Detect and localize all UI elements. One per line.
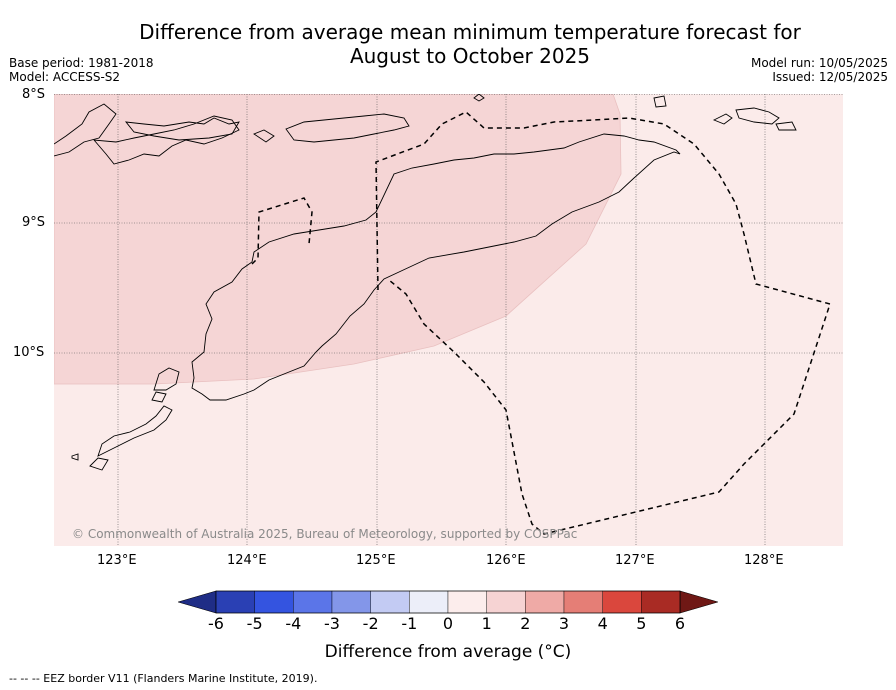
meta-left: Base period: 1981-2018 Model: ACCESS-S2 xyxy=(9,56,154,84)
lat-label-9s: 9°S xyxy=(22,215,46,230)
colorbar-bin xyxy=(409,590,449,614)
lat-label-8s: 8°S xyxy=(22,87,46,102)
lon-label-123e: 123°E xyxy=(97,553,137,568)
colorbar-bin xyxy=(447,590,487,614)
colorbar-bin xyxy=(215,590,255,614)
colorbar-tick-label: -3 xyxy=(324,614,340,633)
chart-title: Difference from average mean minimum tem… xyxy=(110,20,830,68)
colorbar-bin xyxy=(293,590,333,614)
colorbar-tick-label: 6 xyxy=(674,614,686,633)
colorbar-bins xyxy=(215,590,681,614)
lon-label-127e: 127°E xyxy=(615,553,655,568)
colorbar-tick-label: -4 xyxy=(285,614,302,633)
colorbar-tick-label: 0 xyxy=(442,614,454,633)
issued-date: Issued: 12/05/2025 xyxy=(772,70,888,84)
colorbar-bin xyxy=(525,590,565,614)
lon-label-124e: 124°E xyxy=(227,553,267,568)
model-name: Model: ACCESS-S2 xyxy=(9,70,121,84)
eez-footer-note: -- -- -- EEZ border V11 (Flanders Marine… xyxy=(9,672,318,685)
colorbar-bin xyxy=(563,590,603,614)
meta-right: Model run: 10/05/2025 Issued: 12/05/2025 xyxy=(751,56,888,84)
colorbar-bin xyxy=(254,590,294,614)
map-panel xyxy=(54,94,843,546)
colorbar-bin xyxy=(331,590,371,614)
colorbar-label: Difference from average (°C) xyxy=(324,642,572,662)
model-run: Model run: 10/05/2025 xyxy=(750,56,888,70)
lon-label-125e: 125°E xyxy=(356,553,396,568)
colorbar-tick-label: -2 xyxy=(362,614,379,633)
colorbar-tick-label: -6 xyxy=(208,614,224,633)
colorbar-bin xyxy=(370,590,410,614)
colorbar-tick-label: 1 xyxy=(481,614,492,633)
lat-label-10s: 10°S xyxy=(13,345,45,360)
colorbar xyxy=(176,589,720,619)
base-period: Base period: 1981-2018 xyxy=(9,56,154,70)
colorbar-tick-label: 3 xyxy=(558,614,570,633)
title-line-2: August to October 2025 xyxy=(349,44,591,68)
lon-label-126e: 126°E xyxy=(486,553,526,568)
colorbar-tick-label: 4 xyxy=(597,614,608,633)
colorbar-bin xyxy=(641,590,681,614)
colorbar-bin xyxy=(602,590,642,614)
colorbar-tick-label: -5 xyxy=(246,614,263,633)
colorbar-bin xyxy=(486,590,526,614)
lon-label-128e: 128°E xyxy=(744,553,784,568)
coastlines xyxy=(54,94,797,471)
colorbar-extend-low xyxy=(176,590,217,614)
colorbar-tick-label: 2 xyxy=(520,614,531,633)
eez-border xyxy=(251,111,831,535)
title-line-1: Difference from average mean minimum tem… xyxy=(139,20,801,44)
gridlines xyxy=(54,94,843,546)
colorbar-tick-label: 5 xyxy=(636,614,647,633)
copyright-notice: © Commonwealth of Australia 2025, Bureau… xyxy=(72,527,578,541)
colorbar-tick-label: -1 xyxy=(401,614,418,633)
colorbar-extend-high xyxy=(679,590,720,614)
anomaly-zone-1-2 xyxy=(54,94,622,385)
